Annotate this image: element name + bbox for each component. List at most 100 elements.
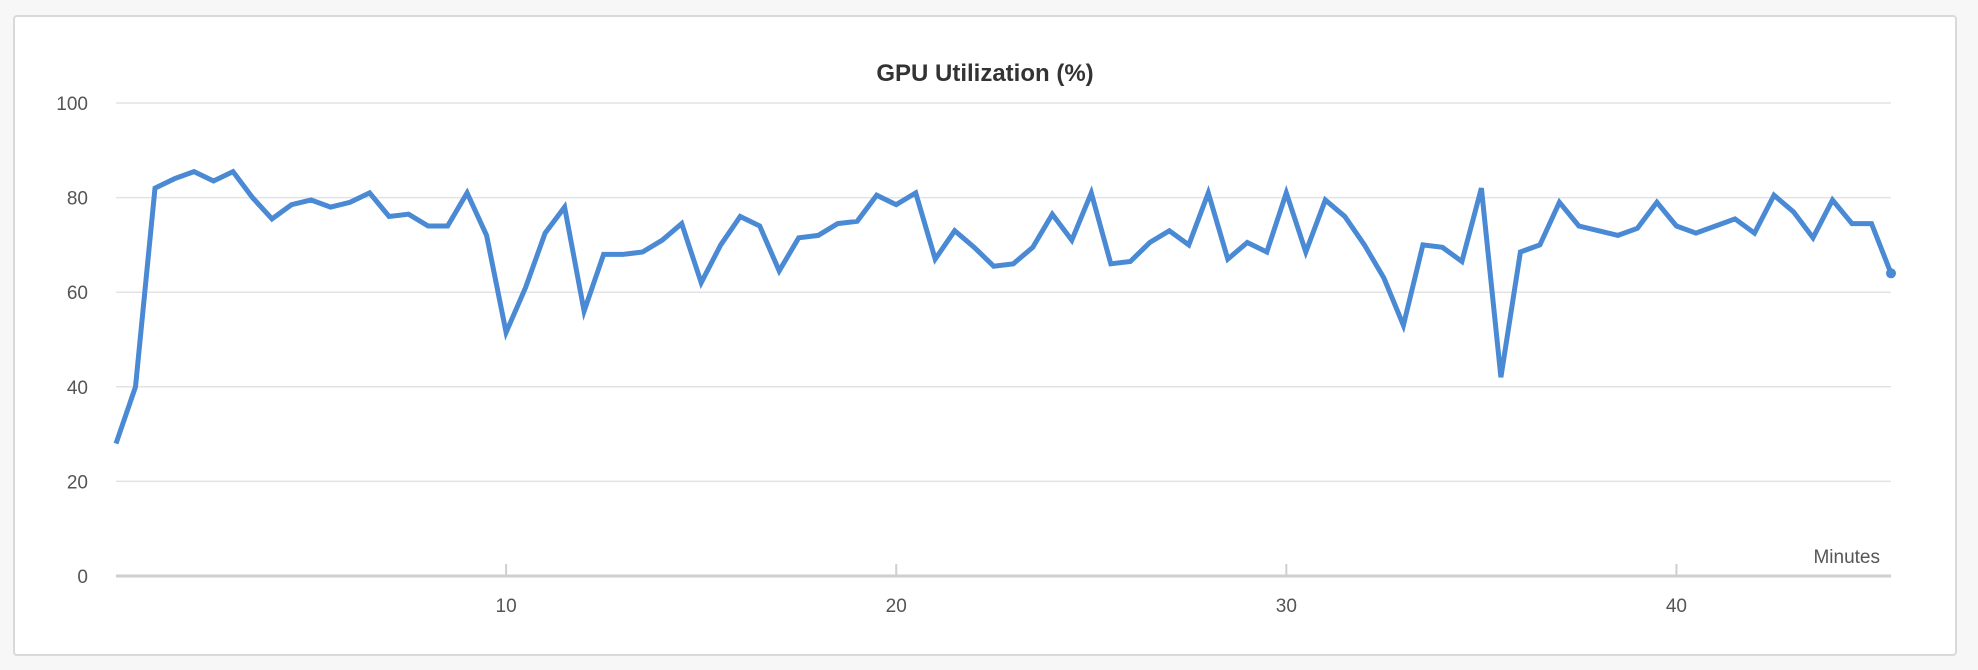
data-point xyxy=(1186,242,1191,247)
data-point xyxy=(640,249,645,254)
data-point xyxy=(933,257,938,262)
data-point xyxy=(133,384,138,389)
data-point xyxy=(1732,216,1737,221)
data-point xyxy=(309,197,314,202)
data-point xyxy=(1518,249,1523,254)
data-point xyxy=(1206,190,1211,195)
data-point xyxy=(601,252,606,257)
data-point xyxy=(543,231,548,236)
x-tick-label: 20 xyxy=(886,596,907,617)
data-point xyxy=(874,193,879,198)
data-point xyxy=(1849,221,1854,226)
y-tick-label: 60 xyxy=(67,283,88,304)
data-point xyxy=(1303,249,1308,254)
series-layer xyxy=(113,168,1896,446)
data-point xyxy=(1771,193,1776,198)
data-point xyxy=(718,242,723,247)
data-point xyxy=(1830,197,1835,202)
data-point xyxy=(1693,231,1698,236)
data-point xyxy=(1011,261,1016,266)
data-point xyxy=(1810,235,1815,240)
data-point xyxy=(1635,226,1640,231)
data-point xyxy=(192,169,197,174)
data-point xyxy=(972,245,977,250)
data-point xyxy=(1050,212,1055,217)
data-point xyxy=(855,219,860,224)
data-point xyxy=(270,216,275,221)
y-tick-label: 20 xyxy=(67,472,88,493)
data-point xyxy=(1030,245,1035,250)
data-point xyxy=(1069,238,1074,243)
data-point xyxy=(1596,228,1601,233)
data-point xyxy=(757,223,762,228)
data-point xyxy=(484,233,489,238)
data-point xyxy=(1401,323,1406,328)
data-point xyxy=(582,309,587,314)
data-point xyxy=(894,202,899,207)
data-point xyxy=(816,233,821,238)
data-point xyxy=(250,195,255,200)
data-point xyxy=(1654,200,1659,205)
data-point xyxy=(367,190,372,195)
data-point xyxy=(348,200,353,205)
data-point xyxy=(1557,200,1562,205)
x-axis-title: Minutes xyxy=(1813,547,1880,568)
data-point xyxy=(621,252,626,257)
data-point xyxy=(465,190,470,195)
data-point xyxy=(1459,259,1464,264)
data-point xyxy=(738,214,743,219)
data-point xyxy=(1674,223,1679,228)
series-line-0 xyxy=(113,168,1894,445)
data-point xyxy=(1264,249,1269,254)
data-point xyxy=(153,186,158,191)
data-point xyxy=(699,280,704,285)
data-point xyxy=(114,441,119,446)
data-point xyxy=(679,221,684,226)
data-point xyxy=(796,235,801,240)
data-point xyxy=(1886,268,1896,279)
data-point xyxy=(1284,190,1289,195)
data-point xyxy=(1128,259,1133,264)
chart-panel xyxy=(13,15,1957,656)
data-point xyxy=(991,264,996,269)
data-point xyxy=(1498,375,1503,380)
data-point xyxy=(660,238,665,243)
axes: 0 20 40 60 80 100 10 20 30 40 xyxy=(56,94,1891,617)
data-point xyxy=(1869,221,1874,226)
data-point xyxy=(1791,209,1796,214)
data-point xyxy=(328,205,333,210)
y-tick-label: 40 xyxy=(67,378,88,399)
data-point xyxy=(1147,240,1152,245)
data-point xyxy=(1323,197,1328,202)
chart-title: GPU Utilization (%) xyxy=(876,60,1093,87)
data-point xyxy=(1615,233,1620,238)
y-tick-label: 80 xyxy=(67,189,88,210)
data-point xyxy=(231,169,236,174)
data-point xyxy=(1381,276,1386,281)
y-tick-label: 100 xyxy=(56,94,88,115)
data-point xyxy=(1108,261,1113,266)
data-point xyxy=(952,228,957,233)
data-point xyxy=(913,190,918,195)
data-point xyxy=(445,223,450,228)
x-tick-label: 40 xyxy=(1666,596,1687,617)
data-point xyxy=(211,179,216,184)
data-point xyxy=(1167,228,1172,233)
data-point xyxy=(562,205,567,210)
data-point xyxy=(1479,186,1484,191)
data-point xyxy=(1420,242,1425,247)
data-point xyxy=(172,176,177,181)
data-point xyxy=(1752,231,1757,236)
grid-lines xyxy=(116,102,1891,483)
x-tick-label: 10 xyxy=(496,596,517,617)
data-point xyxy=(1225,257,1230,262)
data-point xyxy=(387,214,392,219)
data-point xyxy=(1713,223,1718,228)
y-tick-label: 0 xyxy=(77,567,88,588)
x-tick-label: 30 xyxy=(1276,596,1297,617)
data-point xyxy=(406,212,411,217)
data-point xyxy=(426,223,431,228)
data-point xyxy=(289,202,294,207)
data-point xyxy=(1089,190,1094,195)
